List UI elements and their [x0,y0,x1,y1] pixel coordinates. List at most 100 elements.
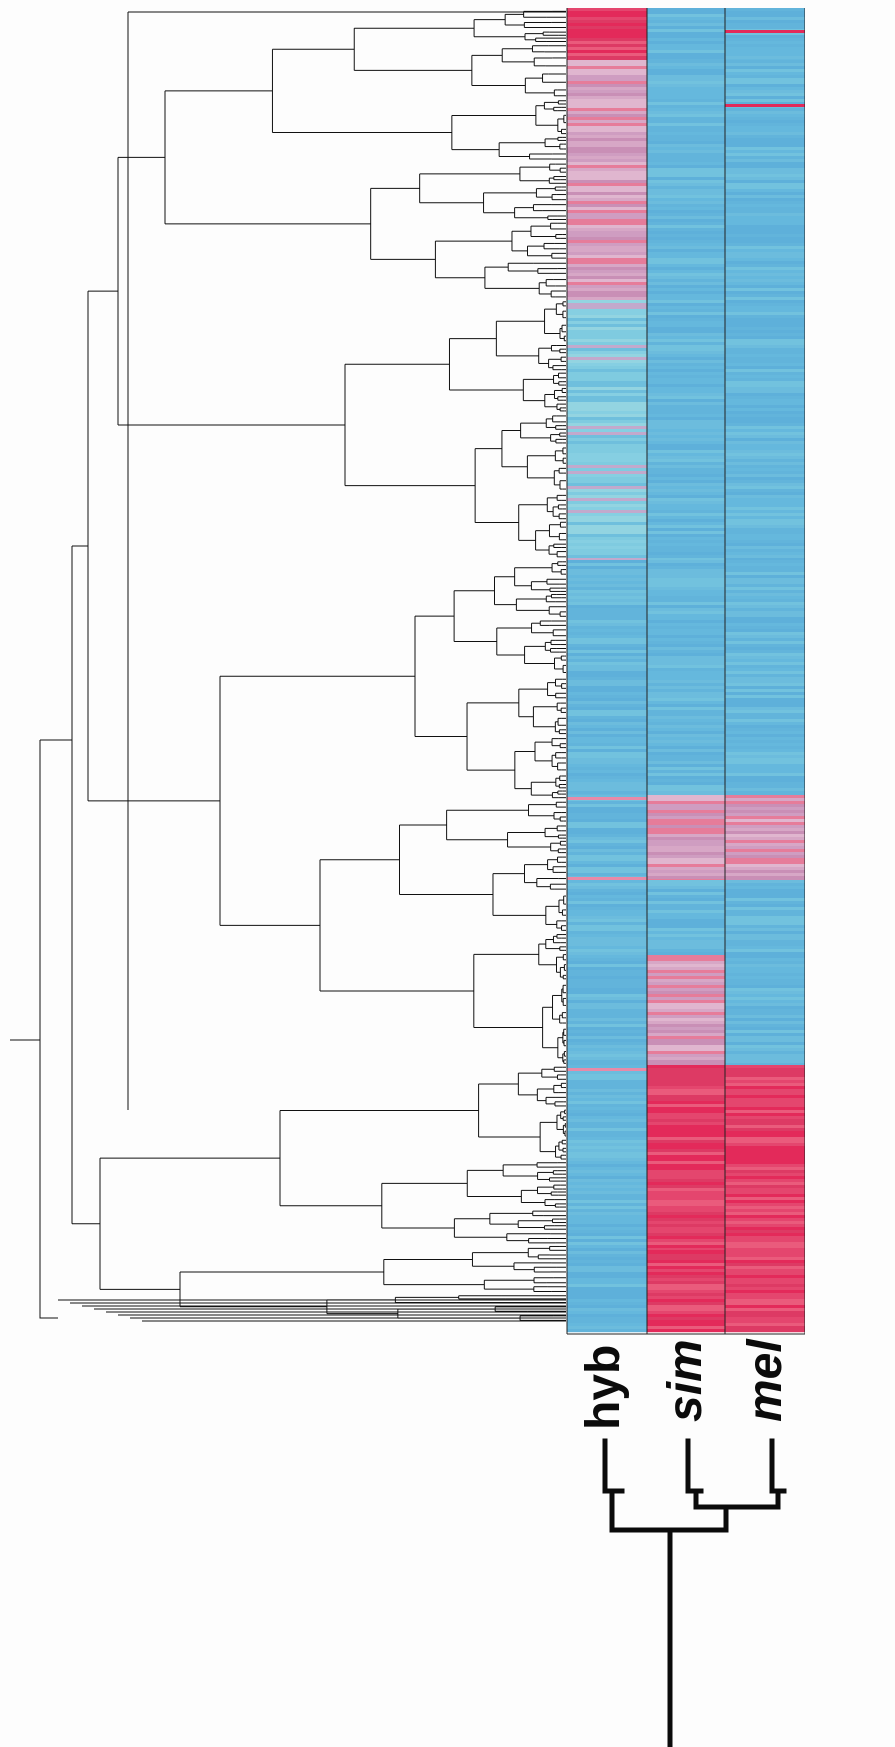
heatmap-cell [647,728,725,732]
heatmap-cell [567,970,647,974]
heatmap-cell [567,816,647,820]
heatmap-cell [647,1269,725,1273]
heatmap-cell [647,876,725,880]
heatmap-cell [725,1039,805,1043]
heatmap-cell [567,1012,647,1016]
heatmap-cell [647,566,725,570]
heatmap-cell [647,843,725,847]
heatmap-cell [647,336,725,340]
heatmap-cell [567,135,647,139]
heatmap-cell [647,1323,725,1327]
heatmap-cell [647,952,725,956]
heatmap-cell [567,32,647,36]
heatmap-cell [647,659,725,663]
heatmap-cell [647,722,725,726]
heatmap-cell [647,895,725,899]
heatmap-cell [725,231,805,235]
heatmap-cell [567,423,647,427]
heatmap-cell [725,1089,805,1093]
heatmap-cell [567,1293,647,1297]
heatmap-cell [567,219,647,223]
heatmap-cell [647,641,725,645]
heatmap-cell [567,761,647,765]
heatmap-cell [725,56,805,60]
heatmap-cell [647,390,725,394]
heatmap-cell [647,267,725,271]
heatmap-cell [725,492,805,496]
heatmap-cell [647,156,725,160]
heatmap-cell [647,222,725,226]
heatmap-cell [567,807,647,811]
heatmap-cell [725,453,805,457]
heatmap-cell [567,858,647,862]
heatmap-cell [567,29,647,33]
heatmap-cell [725,1218,805,1222]
heatmap-cell [725,1323,805,1327]
heatmap-cell [725,578,805,582]
heatmap-cell [647,804,725,808]
heatmap-cell [567,1024,647,1028]
heatmap-cell [725,330,805,334]
heatmap-cell [647,534,725,538]
heatmap-cell [567,159,647,163]
heatmap-cell [725,1116,805,1120]
heatmap-cell [567,441,647,445]
heatmap-cell [647,698,725,702]
heatmap-cell [647,1140,725,1144]
heatmap-cell [725,776,805,780]
heatmap-cell [567,483,647,487]
heatmap-cell [567,602,647,606]
heatmap-cell [567,1320,647,1324]
heatmap-cell [567,489,647,493]
heatmap-cell [567,1119,647,1123]
heatmap-cell [567,306,647,310]
heatmap-cell [647,405,725,409]
heatmap-cell [567,336,647,340]
heatmap-cell [725,438,805,442]
heatmap-cell [725,973,805,977]
heatmap-cell [567,925,647,929]
heatmap-cell [725,1113,805,1117]
heatmap-cell [725,1095,805,1099]
heatmap-cell [725,1290,805,1294]
heatmap-cell [725,1098,805,1102]
heatmap-cell [647,1215,725,1219]
heatmap-cell [567,312,647,316]
heatmap-cell [647,695,725,699]
heatmap-cell [647,537,725,541]
heatmap-cell [567,846,647,850]
heatmap-cell [567,1182,647,1186]
heatmap-cell [647,1033,725,1037]
heatmap-cell [647,560,725,564]
heatmap-cell [647,297,725,301]
heatmap-cell [567,1134,647,1138]
heatmap-cell [567,72,647,76]
heatmap-cell [725,78,805,82]
heatmap-cell [725,889,805,893]
heatmap-cell [725,1065,805,1069]
heatmap-cell [725,795,805,799]
heatmap-cell [567,216,647,220]
heatmap-cell [567,967,647,971]
heatmap-cell [725,132,805,136]
heatmap-cell [647,1110,725,1114]
heatmap-cell [647,1218,725,1222]
heatmap-cell [647,1173,725,1177]
heatmap-cell [725,572,805,576]
heatmap-cell [725,701,805,705]
heatmap-cell [567,156,647,160]
heatmap-cell [647,435,725,439]
heatmap-cell [567,201,647,205]
heatmap-cell [647,468,725,472]
heatmap-cell [567,1152,647,1156]
heatmap-cell [567,534,647,538]
heatmap-cell [725,261,805,265]
heatmap-cell [567,782,647,786]
heatmap-cell [647,198,725,202]
heatmap-cell [567,1185,647,1189]
heatmap-cell [725,435,805,439]
heatmap-cell [647,438,725,442]
heatmap-cell [647,707,725,711]
heatmap-cell [725,749,805,753]
heatmap-cell [725,758,805,762]
